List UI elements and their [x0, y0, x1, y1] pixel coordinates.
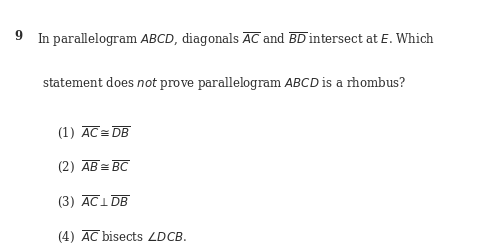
Text: (2)  $\overline{AB} \cong \overline{BC}$: (2) $\overline{AB} \cong \overline{BC}$ — [57, 159, 130, 176]
Text: In parallelogram $\mathit{ABCD}$, diagonals $\overline{AC}$ and $\overline{BD}$ : In parallelogram $\mathit{ABCD}$, diagon… — [37, 30, 435, 49]
Text: (4)  $\overline{AC}$ bisects $\angle DCB$.: (4) $\overline{AC}$ bisects $\angle DCB$… — [57, 229, 187, 246]
Text: (3)  $\overline{AC} \perp \overline{DB}$: (3) $\overline{AC} \perp \overline{DB}$ — [57, 194, 129, 211]
Text: statement does $\mathit{not}$ prove parallelogram $\mathit{ABCD}$ is a rhombus?: statement does $\mathit{not}$ prove para… — [42, 75, 407, 92]
Text: (1)  $\overline{AC} \cong \overline{DB}$: (1) $\overline{AC} \cong \overline{DB}$ — [57, 124, 131, 141]
Text: 9: 9 — [14, 30, 22, 43]
